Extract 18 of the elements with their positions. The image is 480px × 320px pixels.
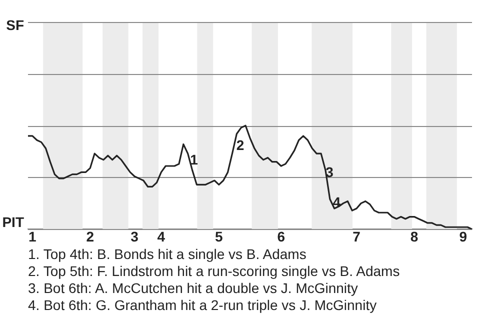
- x-tick-label: 8: [410, 228, 418, 244]
- x-tick-label: 9: [459, 228, 468, 244]
- text: 1. Top 4th: B. Bonds hit a single vs B. Adams: [28, 246, 308, 263]
- x-tick-label: 6: [277, 228, 286, 244]
- x-tick-label: 1: [28, 228, 37, 244]
- text: 4. Bot 6th: G. Grantham hit a 2-run triple vs J. McGinnity: [28, 297, 378, 314]
- x-tick-label: 7: [352, 228, 361, 244]
- x-tick-label: 5: [215, 228, 224, 244]
- annotation: 3: [326, 164, 334, 180]
- x-tick-label: 4: [157, 228, 166, 244]
- text: 3. Bot 6th: A. McCutchen hit a double vs J. McGinnity: [28, 280, 359, 297]
- text: PIT: [2, 214, 24, 230]
- x-tick-label: 3: [130, 228, 139, 244]
- annotation: 1: [190, 152, 198, 168]
- text: 2. Top 5th: F. Lindstrom hit a run-scoring single vs B. Adams: [28, 263, 401, 280]
- x-tick-label: 2: [86, 228, 94, 244]
- annotation: 2: [236, 137, 244, 154]
- text: SF: [6, 16, 24, 33]
